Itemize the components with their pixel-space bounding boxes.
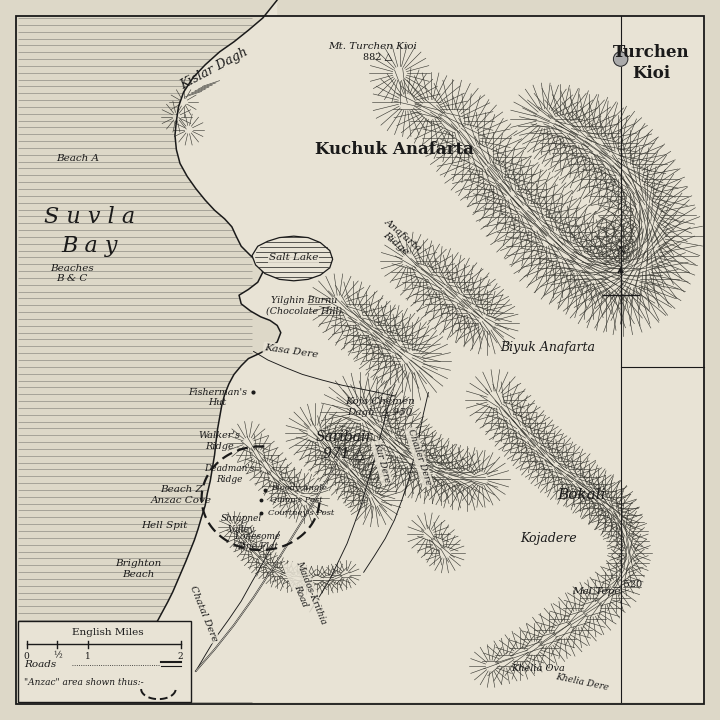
Text: Bloody Angle: Bloody Angle (271, 484, 327, 492)
Text: Beaches
B & C: Beaches B & C (50, 264, 94, 284)
Text: Lonesome
Pine Flat: Lonesome Pine Flat (235, 531, 281, 552)
Text: N: N (616, 246, 626, 256)
Text: Yilghin Burnu
(Chocolate Hill): Yilghin Burnu (Chocolate Hill) (266, 296, 342, 316)
Text: Khelia Dere: Khelia Dere (554, 672, 609, 693)
Text: Hell Spit: Hell Spit (141, 521, 187, 530)
Text: 2: 2 (178, 652, 184, 661)
Text: Fisherman's
Hut: Fisherman's Hut (188, 387, 247, 408)
Text: Kuchuk Anafarta: Kuchuk Anafarta (315, 141, 474, 158)
Text: Quinn's Post: Quinn's Post (270, 496, 323, 505)
Text: Beach Z
Anzac Cove: Beach Z Anzac Cove (151, 485, 212, 505)
Text: Salt Lake: Salt Lake (269, 253, 318, 263)
Text: Anafarta
Ridge: Anafarta Ridge (376, 217, 423, 261)
Text: Koja Chemen
Dagh  △ 950: Koja Chemen Dagh △ 950 (346, 397, 415, 417)
Text: Biyuk Anafarta: Biyuk Anafarta (500, 341, 595, 354)
Text: Gaba Tepe: Gaba Tepe (94, 668, 153, 678)
Text: Bokali: Bokali (557, 488, 606, 503)
Text: Shrapnel
Valley: Shrapnel Valley (220, 514, 262, 534)
Text: ½: ½ (53, 652, 62, 661)
Text: Deadman's
Ridge: Deadman's Ridge (204, 464, 254, 484)
Text: "Anzac" area shown thus:-: "Anzac" area shown thus:- (24, 678, 143, 687)
Bar (18, 621, 191, 702)
Text: Khelia Ova: Khelia Ova (512, 664, 565, 672)
Circle shape (613, 52, 628, 66)
Text: S u v l a: S u v l a (45, 207, 135, 228)
Text: 882 △: 882 △ (364, 53, 392, 62)
Text: English Miles: English Miles (72, 629, 144, 637)
Text: Kislar Dagh: Kislar Dagh (179, 45, 251, 91)
Text: Kasa Dere: Kasa Dere (264, 343, 319, 359)
Text: 1: 1 (86, 652, 91, 661)
Text: B a y: B a y (62, 235, 118, 257)
Text: Brighton
Beach: Brighton Beach (115, 559, 161, 579)
Text: Chatal Dere: Chatal Dere (188, 584, 218, 643)
Text: Maidos-Krithia
Road: Maidos-Krithia Road (284, 559, 328, 629)
Polygon shape (92, 0, 704, 702)
Text: △ 520: △ 520 (613, 580, 642, 589)
Text: Roads: Roads (24, 660, 56, 669)
Text: Courtney's Post: Courtney's Post (268, 508, 334, 517)
Text: Mt. Turchen Kioi: Mt. Turchen Kioi (328, 42, 418, 51)
Text: 0: 0 (24, 652, 30, 661)
Text: Turchen
Kioi: Turchen Kioi (613, 45, 690, 82)
Text: Walker's
Ridge: Walker's Ridge (199, 431, 240, 451)
Text: Saribair
971 △: Saribair 971 △ (315, 430, 373, 460)
Text: Kur Dere: Kur Dere (372, 441, 392, 484)
Text: Kojadere: Kojadere (521, 532, 577, 545)
Text: Chailer Dere: Chailer Dere (406, 428, 432, 487)
Text: Beach A: Beach A (56, 154, 99, 163)
Text: Mal Tepe: Mal Tepe (572, 588, 621, 596)
Polygon shape (252, 236, 333, 281)
